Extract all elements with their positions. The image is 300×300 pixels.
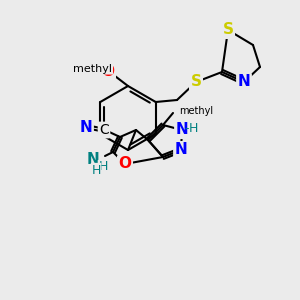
- Text: S: S: [190, 74, 202, 89]
- Text: N: N: [176, 122, 188, 137]
- Text: H: H: [98, 160, 108, 173]
- Text: N: N: [80, 119, 92, 134]
- Text: C: C: [99, 123, 109, 137]
- Text: S: S: [223, 22, 233, 38]
- Text: -: -: [185, 122, 189, 136]
- Text: H: H: [188, 122, 198, 134]
- Text: N: N: [238, 74, 250, 89]
- Text: H: H: [91, 164, 101, 176]
- Text: methyl: methyl: [179, 106, 213, 116]
- Text: N: N: [87, 152, 99, 167]
- Text: methyl: methyl: [74, 64, 112, 74]
- Text: O: O: [101, 64, 115, 79]
- Text: O: O: [118, 157, 131, 172]
- Text: N: N: [175, 142, 188, 158]
